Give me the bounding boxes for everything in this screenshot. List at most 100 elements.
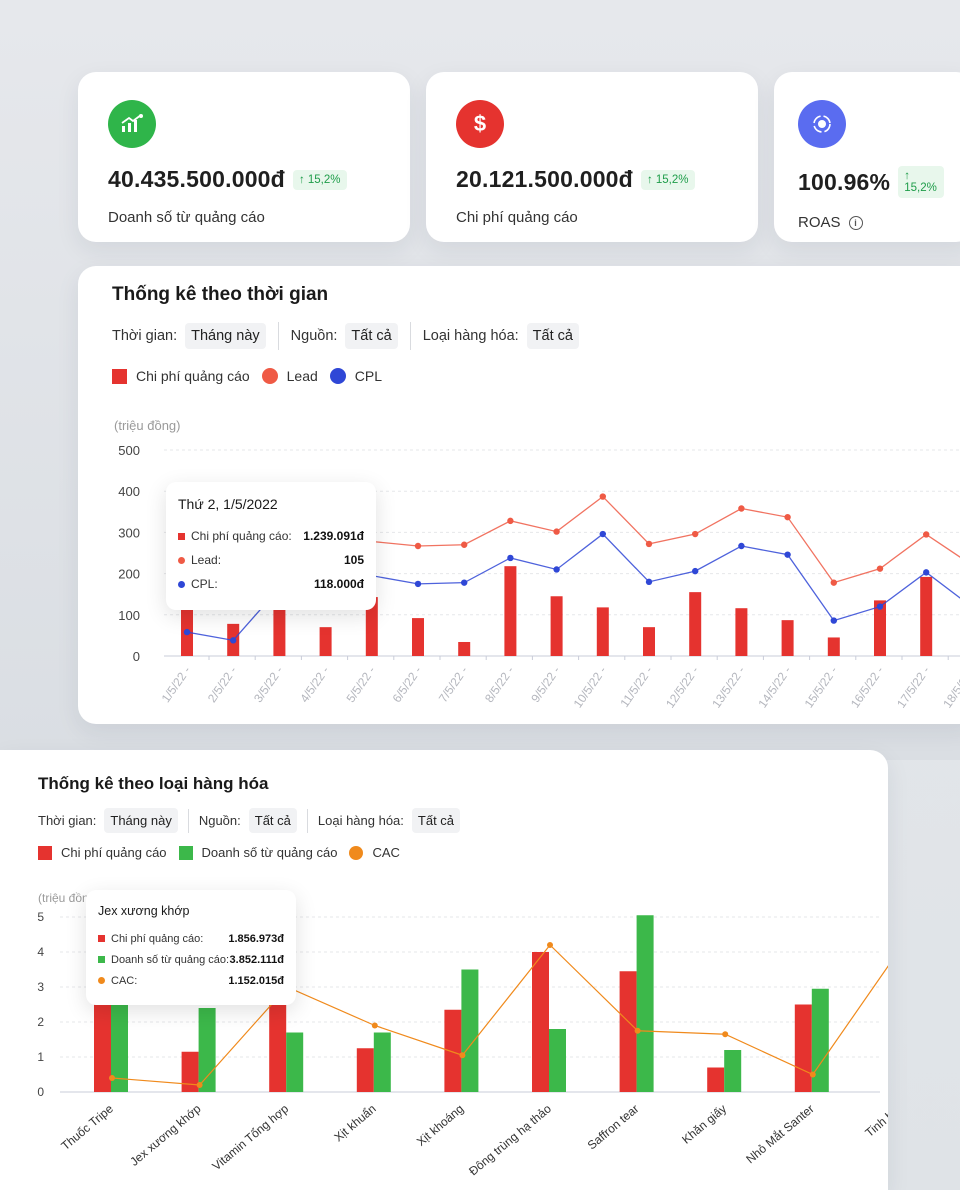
bar-revenue: [286, 1032, 304, 1092]
time-stats-panel: Thống kê theo thời gian Thời gian: Tháng…: [78, 266, 960, 724]
filter-time-select[interactable]: Tháng này: [104, 808, 178, 833]
point-cac: [547, 942, 553, 948]
point-cpl: [923, 569, 930, 576]
point-cac: [196, 1082, 203, 1088]
bar-revenue: [549, 1029, 566, 1092]
filter-source-select[interactable]: Tất cả: [248, 808, 297, 833]
axis-unit-label: (triệu đồng): [38, 891, 99, 905]
category-stats-panel: Thống kê theo loại hàng hóa Thời gian: T…: [0, 750, 888, 1190]
legend-item-cac[interactable]: CAC: [349, 845, 400, 860]
bar-cost: [781, 620, 794, 656]
point-cpl: [599, 530, 606, 538]
bar-cost: [794, 1004, 812, 1092]
legend-item-cost[interactable]: Chi phí quảng cáo: [38, 845, 167, 860]
bar-cost: [269, 1001, 287, 1092]
tooltip-row: Chi phí quảng cáo: 1.856.973đ: [98, 928, 284, 949]
tooltip-row: CAC: 1.152.015đ: [98, 970, 284, 991]
point-lead: [461, 541, 468, 548]
kpi-card-roas: 100.96% ↑ 15,2% ROAS i: [774, 72, 960, 242]
filter-bar: Thời gian: Tháng này Nguồn: Tất cả Loại …: [38, 808, 461, 833]
kpi-card-cost: $ 20.121.500.000đ ↑ 15,2% Chi phí quảng …: [426, 72, 758, 242]
kpi-value: 20.121.500.000đ: [456, 166, 633, 192]
legend-item-cost[interactable]: Chi phí quảng cáo: [112, 368, 250, 384]
bar-cost: [356, 1048, 374, 1092]
y-tick-label: 4: [37, 945, 44, 959]
growth-badge: ↑ 15,2%: [292, 169, 347, 190]
bar-revenue: [373, 1032, 391, 1092]
time-chart: (triệu đồng) 0 100 200 300 400 500 1/5/22 - 2/5/…: [114, 418, 960, 711]
series-line-cac: [111, 944, 888, 1086]
chart-up-icon: [108, 100, 156, 148]
point-cpl: [645, 578, 653, 586]
bar-cost: [735, 608, 748, 656]
x-tick-label: Đông trùng hạ thảo: [466, 1101, 554, 1178]
bar-cost: [619, 971, 637, 1092]
point-cpl: [230, 637, 237, 644]
y-tick-label: 0: [133, 649, 140, 664]
y-tick-label: 100: [118, 608, 140, 623]
x-tick-label: 5/5/22 -: [343, 664, 378, 705]
point-cpl: [692, 567, 699, 575]
point-lead: [553, 528, 560, 535]
legend-item-cpl[interactable]: CPL: [329, 368, 382, 384]
filter-time-select[interactable]: Tháng này: [185, 323, 266, 349]
legend-item-lead[interactable]: Lead: [261, 368, 318, 384]
bar-revenue: [111, 1001, 128, 1092]
chart-tooltip: Jex xương khớp Chi phí quảng cáo: 1.856.9…: [86, 890, 296, 1005]
x-tick-label: Khăn giấy: [679, 1102, 729, 1147]
filter-source-select[interactable]: Tất cả: [345, 323, 398, 349]
x-tick-label: 14/5/22 -: [755, 664, 794, 711]
x-tick-label: 6/5/22 -: [390, 664, 425, 705]
bar-cost: [596, 607, 609, 656]
x-tick-label: Tinh bột: [862, 1101, 888, 1140]
bar-cost: [874, 600, 886, 656]
x-tick-label: 3/5/22 -: [251, 664, 286, 705]
filter-label: Thời gian:: [112, 328, 178, 344]
kpi-card-revenue: 40.435.500.000đ ↑ 15,2% Doanh số từ quản…: [78, 72, 410, 242]
point-cpl: [183, 628, 191, 636]
point-lead: [692, 530, 699, 538]
filter-label: Nguồn:: [290, 328, 338, 344]
bar-cost: [643, 627, 655, 656]
bar-cost: [827, 637, 840, 656]
filter-label: Loại hàng hóa:: [422, 328, 519, 344]
chart-legend: Chi phí quảng cáo Doanh số từ quảng cáo …: [38, 845, 412, 860]
bar-revenue: [811, 988, 829, 1092]
info-icon[interactable]: i: [848, 215, 863, 230]
bar-cost: [444, 1009, 462, 1092]
point-lead: [645, 540, 653, 548]
filter-category-select[interactable]: Tất cả: [411, 808, 461, 833]
point-cac: [371, 1022, 378, 1029]
point-cpl: [784, 551, 791, 558]
filter-category-select[interactable]: Tất cả: [526, 323, 579, 349]
x-tick-label: 17/5/22 -: [894, 664, 933, 711]
filter-label: Nguồn:: [198, 813, 241, 828]
legend-item-revenue[interactable]: Doanh số từ quảng cáo: [178, 845, 337, 860]
x-tick-label: 7/5/22 -: [436, 664, 471, 705]
point-lead: [784, 513, 791, 521]
bar-cost: [920, 576, 933, 656]
bar-cost: [532, 952, 549, 1092]
chart-tooltip: Thứ 2, 1/5/2022 Chi phí quảng cáo: 1.239.…: [166, 482, 376, 610]
x-tick-label: Thuốc Tripe: [58, 1101, 116, 1153]
bar-cost: [365, 597, 378, 656]
divider: [277, 322, 279, 350]
x-tick-label: 2/5/22 -: [205, 664, 240, 705]
x-tick-label: 9/5/22 -: [528, 664, 563, 705]
divider: [306, 808, 308, 833]
kpi-label: Chi phí quảng cáo: [456, 209, 578, 226]
tooltip-title: Jex xương khớp: [98, 904, 190, 918]
filter-bar: Thời gian: Tháng này Nguồn: Tất cả Loại …: [112, 322, 579, 350]
x-tick-label: 1/5/22 -: [159, 664, 194, 705]
bar-cost: [504, 566, 517, 656]
y-tick-label: 5: [37, 910, 44, 924]
point-cpl: [876, 603, 884, 610]
y-tick-label: 2: [37, 1015, 44, 1029]
kpi-value: 40.435.500.000đ: [108, 166, 285, 192]
bar-revenue: [724, 1050, 742, 1092]
x-tick-label: 10/5/22 -: [571, 664, 610, 711]
tooltip-row: Doanh số từ quảng cáo: 3.852.111đ: [98, 949, 284, 970]
x-tick-label: 16/5/22 -: [848, 664, 887, 711]
divider: [187, 808, 189, 833]
